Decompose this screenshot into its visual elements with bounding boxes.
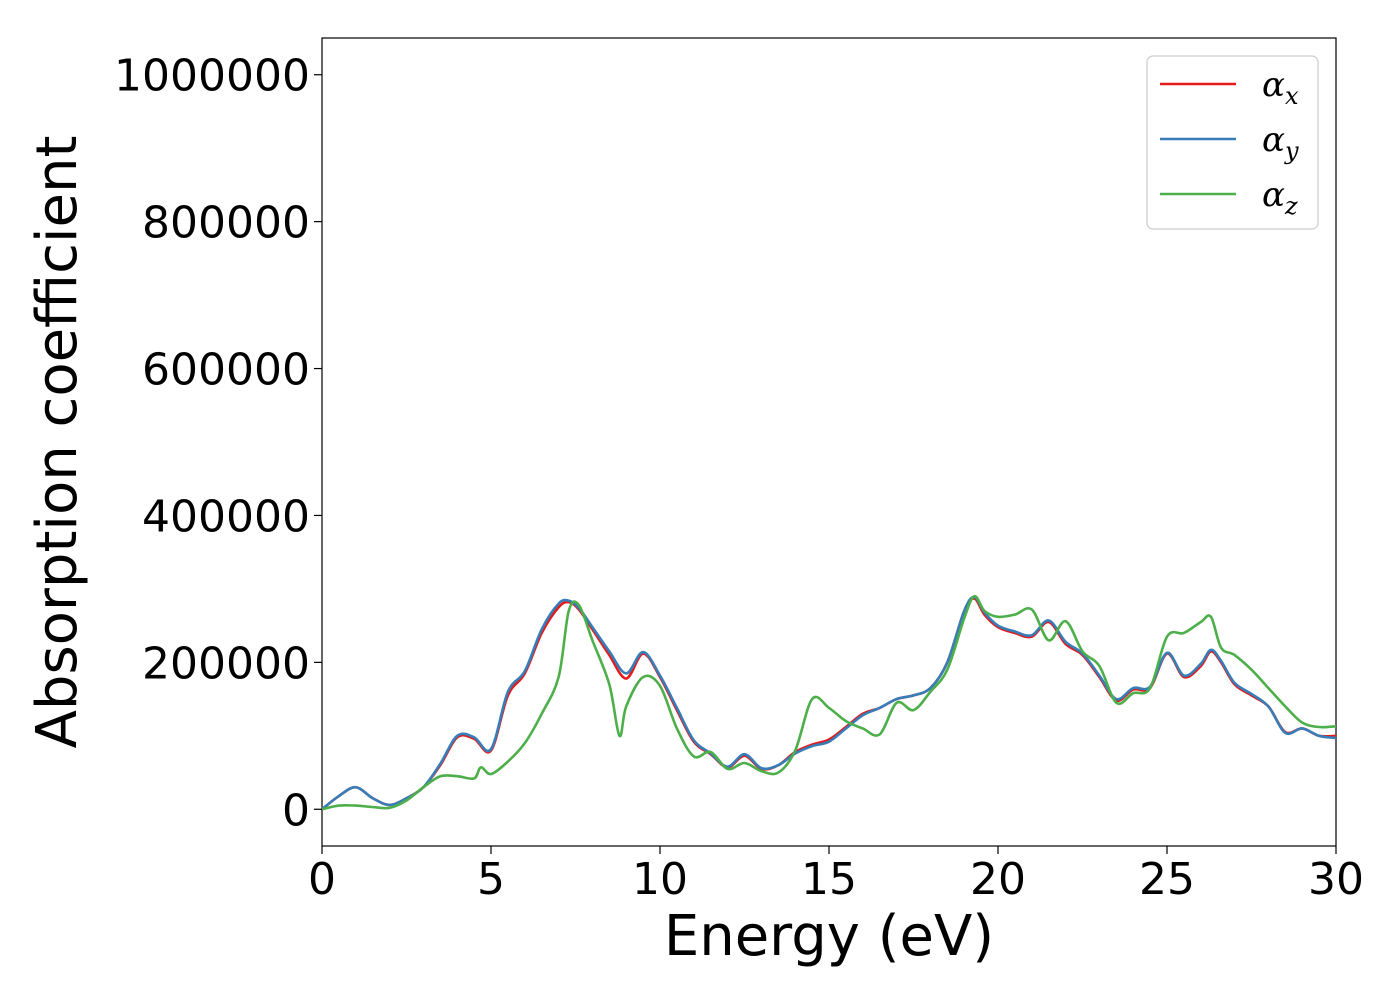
legend-label-alpha-x: αx [1262, 65, 1299, 110]
legend-label-alpha-y: αy [1262, 120, 1299, 165]
x-tick-label: 15 [801, 854, 857, 905]
y-tick-label: 800000 [142, 198, 310, 249]
y-tick-label: 600000 [142, 345, 310, 396]
legend-box [1146, 55, 1319, 230]
x-axis: 0 5 10 15 20 25 30 [308, 846, 1364, 905]
y-tick-label: 400000 [142, 491, 310, 542]
legend: αx αy αz [1146, 55, 1319, 230]
y-tick-label: 0 [282, 785, 310, 836]
x-tick-label: 0 [308, 854, 336, 905]
series-lines [321, 594, 1337, 811]
x-tick-label: 10 [632, 854, 688, 905]
x-axis-title: Energy (eV) [664, 904, 994, 969]
x-tick-label: 20 [970, 854, 1026, 905]
x-tick-label: 30 [1308, 854, 1364, 905]
x-tick-label: 25 [1139, 854, 1195, 905]
y-tick-label: 1000000 [114, 51, 310, 102]
series-line-alpha-z [321, 594, 1337, 811]
y-axis-title: Absorption coefficient [25, 136, 90, 749]
legend-label-alpha-z: αz [1262, 175, 1298, 220]
y-axis: 0 200000 400000 600000 800000 1000000 [114, 51, 322, 836]
x-tick-label: 5 [477, 854, 505, 905]
series-line-alpha-y [321, 595, 1337, 811]
y-tick-label: 200000 [142, 638, 310, 689]
